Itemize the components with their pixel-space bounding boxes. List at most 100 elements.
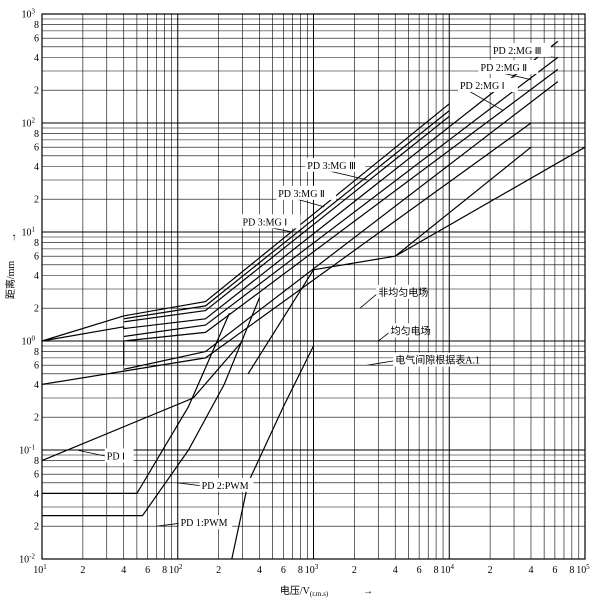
series-line [123,115,450,323]
x-tick-label: 4 [528,565,533,576]
y-tick-label: 6 [34,361,39,372]
annotation-leader [359,292,379,309]
annotation-label: PD 3:MG Ⅲ [307,161,356,172]
annotation-leader [177,482,202,487]
series-line [123,110,450,320]
annotation-bg [490,42,551,57]
y-tick-label: 4 [34,53,39,64]
x-tick-label: 104 [441,563,455,576]
annotation-bg [393,352,460,367]
y-tick-label: 6 [34,470,39,481]
annotation-bg [104,448,134,463]
series-line [123,56,559,338]
annotation-label: PD 2:MG Ⅱ [481,63,528,74]
annotation-label: PD 2:MG Ⅲ [493,46,542,57]
y-tick-label: 100 [22,335,36,348]
series-line [42,297,261,517]
series-line [123,68,559,366]
y-tick-label: 2 [34,304,39,315]
x-tick-label: 2 [488,565,493,576]
x-tick-label: 4 [257,565,262,576]
annotation-label: PD 3:MG Ⅱ [278,189,325,200]
y-tick-label: 2 [34,195,39,206]
y-axis-title: 距离/mm [4,261,17,300]
annotation-label: PD 1:PWM [181,518,228,529]
y-tick-label: 6 [34,34,39,45]
y-tick-label: 6 [34,143,39,154]
annotation-label: PD 3:MG Ⅰ [243,217,288,228]
x-tick-label: 2 [352,565,357,576]
annotation-bg [388,323,418,338]
y-tick-label: 103 [22,8,36,21]
annotation-bg [199,477,254,492]
series-line [41,103,450,342]
series-line [123,81,559,370]
y-axis-arrow: ↑ [12,232,17,243]
annotation-bg [305,157,366,172]
x-tick-label: 8 [569,565,574,576]
annotation-label: 均匀电场 [391,324,431,337]
annotation-leader [156,522,181,527]
series-line [41,40,559,342]
x-tick-label: 2 [80,565,85,576]
x-tick-label: 6 [552,565,557,576]
annotation-label: PD 2:PWM [202,481,249,492]
y-tick-label: 6 [34,252,39,263]
annotation-bg [376,284,412,299]
annotation-label: PD 2:MG Ⅰ [460,81,505,92]
x-tick-label: 6 [145,565,150,576]
y-tick-label: 8 [34,20,39,31]
series-line [247,146,586,375]
x-tick-label: 8 [162,565,167,576]
y-tick-label: 4 [34,271,39,282]
x-tick-label: 6 [417,565,422,576]
x-tick-label: 8 [434,565,439,576]
x-axis-arrow: → [363,586,373,597]
x-tick-label: 4 [393,565,398,576]
series-line [42,312,230,494]
annotation-leader [378,331,391,342]
x-tick-label: 2 [216,565,221,576]
annotation-leader [76,449,107,457]
chart-tick-labels: 101 2 4 6 8 102 2 4 6 8 103 2 4 6 8 104 2 4 6 8 105103864210… [19,8,590,577]
series-line [231,345,315,560]
y-tick-label: 2 [34,413,39,424]
y-tick-label: 101 [22,226,36,239]
x-axis-title: 电压/V(r.m.s) [280,584,329,598]
y-tick-label: 102 [22,117,36,130]
annotation-bg [478,59,539,74]
y-tick-label: 10-2 [19,553,35,566]
y-tick-label: 8 [34,129,39,140]
series-line [41,122,532,385]
y-tick-label: 2 [34,522,39,533]
y-tick-label: 2 [34,86,39,97]
x-tick-label: 4 [121,565,126,576]
annotation-label: 电气间隙根据表A.1 [395,354,480,367]
y-tick-label: 10-1 [19,444,35,457]
x-tick-label: 8 [298,565,303,576]
y-tick-label: 4 [34,162,39,173]
annotation-bg [276,185,337,200]
x-tick-label: 102 [169,563,183,576]
chart-grid [41,13,586,560]
annotation-bg [178,515,233,530]
y-tick-label: 4 [34,489,39,500]
annotation-label: 非均匀电场 [378,286,428,299]
chart-series [41,40,586,560]
y-tick-label: 8 [34,347,39,358]
annotation-bg [457,78,518,93]
x-tick-label: 103 [305,563,319,576]
annotation-bg [240,214,301,229]
series-line [394,146,532,257]
x-tick-label: 6 [281,565,286,576]
x-tick-label: 101 [33,563,47,576]
y-tick-label: 4 [34,380,39,391]
y-tick-label: 8 [34,456,39,467]
series-line [41,340,243,462]
x-tick-label: 105 [576,563,590,576]
annotation-leader [367,360,396,366]
y-tick-label: 8 [34,238,39,249]
chart-annotations: PD 2:MG Ⅲ PD 2:MG Ⅱ PD 2:MG Ⅰ PD 3:MG Ⅲ PD 3… [76,42,555,530]
annotation-label: PD Ⅰ [107,451,125,462]
